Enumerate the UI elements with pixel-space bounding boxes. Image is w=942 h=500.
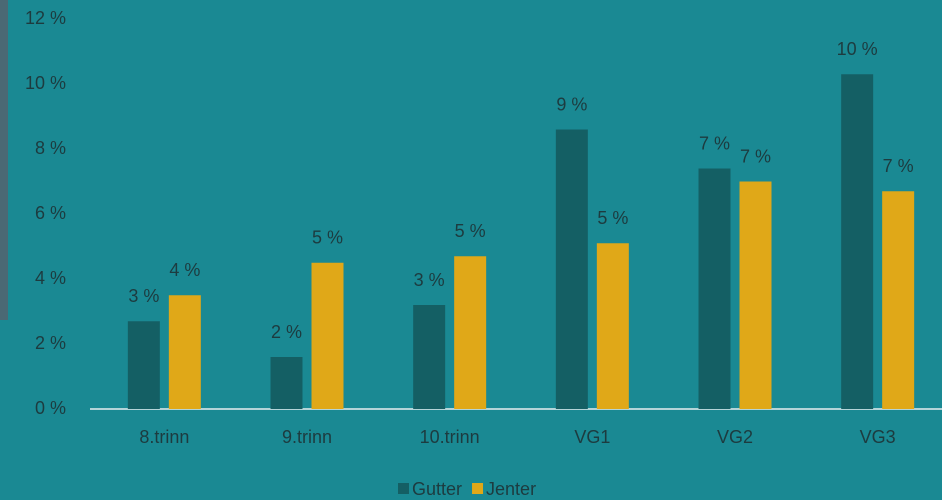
y-tick-label: 4 % [35,268,66,288]
value-label: 5 % [597,208,628,228]
value-label: 3 % [414,270,445,290]
value-label: 7 % [883,156,914,176]
legend-label: Gutter [412,479,462,499]
legend-label: Jenter [486,479,536,499]
value-label: 7 % [740,146,771,166]
bar [270,357,303,409]
bar [596,243,629,409]
value-label: 10 % [837,39,878,59]
y-tick-label: 6 % [35,203,66,223]
bar [698,168,731,409]
value-label: 9 % [556,94,587,114]
y-tick-label: 8 % [35,138,66,158]
bar [555,129,588,409]
value-label: 5 % [455,221,486,241]
value-label: 5 % [312,228,343,248]
bar [311,262,344,409]
x-tick-label: VG1 [574,427,610,447]
edge-strip [0,0,8,320]
legend-swatch [472,483,484,494]
y-tick-label: 0 % [35,398,66,418]
bar [413,305,446,409]
x-tick-label: 8.trinn [139,427,189,447]
legend-swatch [398,483,409,494]
value-label: 3 % [128,286,159,306]
x-tick-label: VG3 [860,427,896,447]
x-tick-label: 10.trinn [420,427,480,447]
value-label: 4 % [169,260,200,280]
value-label: 2 % [271,322,302,342]
bar [127,321,160,409]
bar [454,256,487,409]
bar [841,74,874,409]
bar [882,191,915,409]
y-tick-label: 12 % [25,8,66,28]
bar [739,181,772,409]
value-label: 7 % [699,133,730,153]
bar [168,295,201,409]
x-tick-label: VG2 [717,427,753,447]
y-tick-label: 10 % [25,73,66,93]
y-tick-label: 2 % [35,333,66,353]
x-tick-label: 9.trinn [282,427,332,447]
